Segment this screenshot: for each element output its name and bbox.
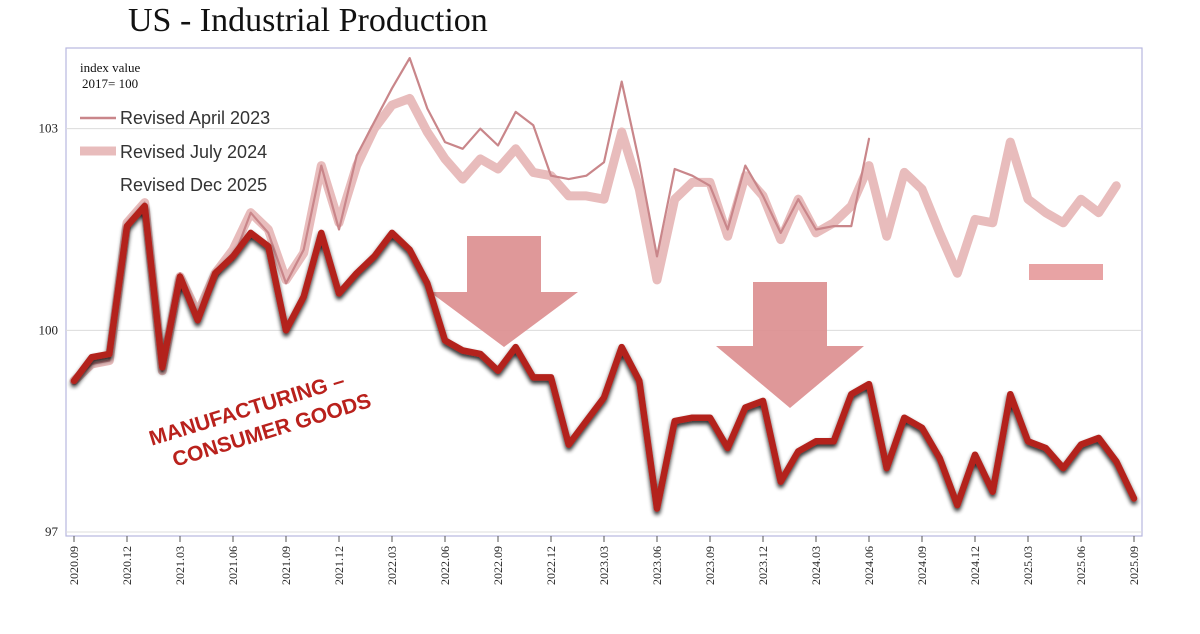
- legend: Revised April 2023 Revised July 2024 Rev…: [80, 108, 270, 195]
- gridlines: [66, 128, 1142, 533]
- x-tick-label: 2021.09: [279, 546, 293, 585]
- x-tick-label: 2024.06: [862, 546, 876, 585]
- series-layer: [69, 56, 1138, 512]
- x-tick-label: 2023.09: [703, 546, 717, 585]
- x-tick-label: 2022.03: [385, 546, 399, 585]
- legend-label-april-2023: Revised April 2023: [120, 108, 270, 128]
- x-tick-label: 2022.06: [438, 546, 452, 585]
- x-tick-label: 2024.09: [915, 546, 929, 585]
- y-axis: 97 100 103: [39, 121, 59, 539]
- x-tick-label: 2021.03: [173, 546, 187, 585]
- x-tick-label: 2020.09: [67, 546, 81, 585]
- x-tick-label: 2020.12: [120, 546, 134, 585]
- down-arrow-icon: [430, 236, 578, 347]
- down-arrow-icon: [716, 282, 864, 408]
- chart-title: US - Industrial Production: [128, 2, 488, 39]
- x-tick-label: 2024.03: [809, 546, 823, 585]
- x-tick-label: 2021.06: [226, 546, 240, 585]
- series-line-dec-2025: [70, 202, 1138, 512]
- unit-label-line2: 2017= 100: [82, 76, 138, 91]
- legend-label-july-2024: Revised July 2024: [120, 142, 267, 162]
- x-tick-label: 2025.06: [1074, 546, 1088, 585]
- x-tick-label: 2022.09: [491, 546, 505, 585]
- x-tick-label: 2022.12: [544, 546, 558, 585]
- x-tick-label: 2023.06: [650, 546, 664, 585]
- x-axis: 2020.09 2020.12 2021.03 2021.06 2021.09 2021.…: [67, 536, 1141, 585]
- x-tick-label: 2021.12: [332, 546, 346, 585]
- y-tick-label: 97: [45, 524, 59, 539]
- x-tick-label: 2024.12: [968, 546, 982, 585]
- y-tick-label: 103: [39, 121, 59, 136]
- x-tick-label: 2025.09: [1127, 546, 1141, 585]
- unit-label-line1: index value: [80, 60, 141, 75]
- x-tick-label: 2023.12: [756, 546, 770, 585]
- arrow-stub-bar: [1029, 264, 1103, 280]
- x-tick-label: 2025.03: [1021, 546, 1035, 585]
- y-tick-label: 100: [39, 322, 59, 337]
- legend-label-dec-2025: Revised Dec 2025: [120, 175, 267, 195]
- plot-area: [65, 47, 1143, 537]
- x-tick-label: 2023.03: [597, 546, 611, 585]
